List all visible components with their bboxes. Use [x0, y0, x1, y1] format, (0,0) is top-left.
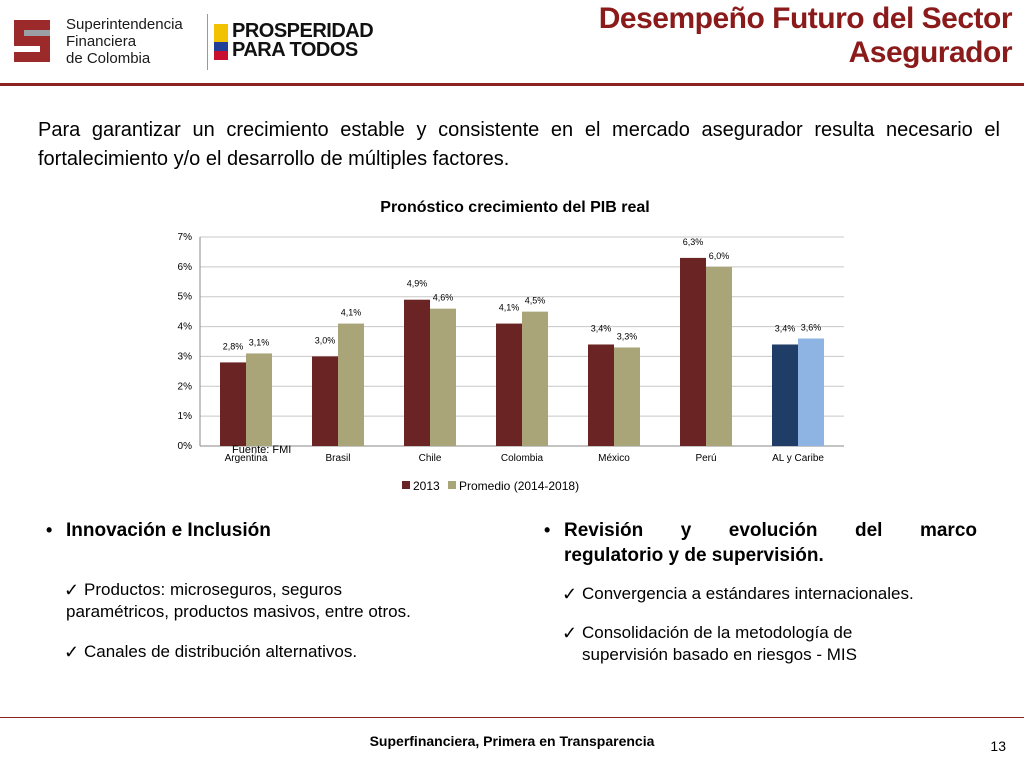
list-item-line-2: supervisión basado en riesgos - MIS — [582, 645, 857, 664]
x-tick-label: Brasil — [325, 453, 350, 464]
data-label: 4,1% — [341, 308, 362, 318]
bar-s2 — [614, 347, 640, 446]
footer-slogan: Superfinanciera, Primera en Transparenci… — [369, 733, 655, 749]
bar-s2 — [338, 323, 364, 446]
page-title: Desempeño Futuro del Sector Asegurador — [598, 2, 1013, 70]
x-tick-label: Perú — [695, 453, 716, 464]
bullets-regulation: • Revisión y evolución del marco regulat… — [540, 518, 977, 666]
legend-label-promedio: Promedio (2014-2018) — [459, 479, 579, 493]
y-tick-label: 7% — [178, 232, 193, 243]
bullet-heading-regulation: • Revisión y evolución del marco regulat… — [540, 518, 977, 568]
bar-s1 — [404, 299, 430, 446]
logo-prosperidad-line-2: PARA TODOS — [232, 39, 358, 61]
data-label: 2,8% — [223, 341, 244, 351]
logo-sfc-line-2: Financiera — [66, 33, 137, 50]
bar-s2 — [798, 338, 824, 446]
intro-paragraph: Para garantizar un crecimiento estable y… — [38, 119, 1000, 170]
list-item-line-1: Convergencia a estándares internacionale… — [582, 584, 914, 603]
list-item-line-1: Consolidación de la metodología de — [582, 623, 853, 642]
data-label: 3,6% — [801, 323, 822, 333]
page-title-line-1: Desempeño Futuro del Sector — [598, 2, 1013, 35]
page-title-line-2: Asegurador — [848, 36, 1013, 69]
data-label: 3,1% — [249, 337, 270, 347]
y-tick-label: 0% — [178, 441, 193, 452]
page-number: 13 — [990, 738, 1006, 754]
data-label: 4,1% — [499, 303, 520, 313]
data-label: 6,0% — [709, 251, 730, 261]
list-item-line-2: paramétricos, productos masivos, entre o… — [66, 602, 411, 621]
data-label: 4,6% — [433, 293, 454, 303]
y-tick-label: 4% — [178, 322, 193, 333]
y-tick-label: 2% — [178, 381, 193, 392]
list-item: ✓ Productos: microseguros, seguros param… — [42, 579, 502, 623]
checkmark-icon: ✓ — [64, 642, 80, 662]
bar-s1 — [312, 356, 338, 446]
data-label: 3,0% — [315, 335, 336, 345]
bar-s2 — [522, 311, 548, 446]
prosperidad-logo: PROSPERIDAD PARA TODOS — [214, 20, 374, 66]
list-item: ✓ Canales de distribución alternativos. — [42, 641, 502, 663]
colombia-flag-icon — [214, 24, 228, 60]
logo-sfc-line-3: de Colombia — [66, 50, 151, 67]
bullet-dot-icon: • — [544, 520, 551, 540]
list-item-line-1: Canales de distribución alternativos. — [84, 642, 358, 661]
bullet-heading-innovation: • Innovación e Inclusión — [42, 518, 502, 543]
bar-s1 — [220, 362, 246, 446]
x-tick-label: Argentina — [225, 453, 268, 464]
y-tick-label: 3% — [178, 351, 193, 362]
chart-source-note: Fuente: FMI — [232, 444, 291, 456]
bullets-innovation: • Innovación e Inclusión ✓ Productos: mi… — [42, 518, 502, 663]
list-item: ✓ Convergencia a estándares internaciona… — [540, 583, 977, 605]
y-tick-label: 5% — [178, 292, 193, 303]
legend-swatch-promedio — [448, 481, 456, 489]
bar-s1 — [680, 257, 706, 446]
checkmark-icon: ✓ — [64, 580, 80, 600]
superfinanciera-logo: Superintendencia Financiera de Colombia — [10, 14, 208, 70]
data-label: 3,4% — [775, 323, 796, 333]
data-label: 3,4% — [591, 323, 612, 333]
logo-sfc-line-1: Superintendencia — [66, 16, 183, 33]
legend-label-2013: 2013 — [413, 479, 440, 493]
data-label: 4,5% — [525, 296, 546, 306]
gdp-forecast-chart: 0% 1% 2% 3% 4% 5% 6% 7% 2,8% 3,1% Argentina 3,0% 4,1… — [178, 232, 844, 493]
bar-s2 — [246, 353, 272, 446]
bar-s1 — [588, 344, 614, 446]
bullet-heading-line-1: Revisión y evolución del marco — [564, 520, 977, 541]
x-tick-label: AL y Caribe — [772, 453, 824, 464]
header-rule — [0, 83, 1024, 86]
x-tick-label: México — [598, 453, 630, 464]
bullet-heading-text: Innovación e Inclusión — [66, 520, 271, 541]
data-label: 6,3% — [683, 237, 704, 247]
bar-s2 — [430, 308, 456, 446]
data-label: 4,9% — [407, 279, 428, 289]
list-item-line-1: Productos: microseguros, seguros — [84, 580, 342, 599]
data-label: 3,3% — [617, 331, 638, 341]
y-tick-label: 1% — [178, 411, 193, 422]
superfinanciera-emblem-icon — [14, 20, 50, 62]
x-tick-label: Chile — [419, 453, 442, 464]
logo-prosperidad-line-1: PROSPERIDAD — [232, 20, 374, 42]
list-item: ✓ Consolidación de la metodología de sup… — [540, 622, 977, 666]
bullet-dot-icon: • — [46, 520, 53, 540]
bar-s1 — [772, 344, 798, 446]
checkmark-icon: ✓ — [562, 584, 578, 604]
bullet-heading-line-2: regulatorio y de supervisión. — [564, 545, 824, 566]
x-tick-label: Colombia — [501, 453, 544, 464]
bar-s1 — [496, 323, 522, 446]
footer-rule — [0, 717, 1024, 718]
y-tick-label: 6% — [178, 262, 193, 273]
logo-divider — [207, 14, 208, 70]
checkmark-icon: ✓ — [562, 623, 578, 643]
chart-title: Pronóstico crecimiento del PIB real — [380, 199, 650, 216]
bar-s2 — [706, 266, 732, 446]
legend-swatch-2013 — [402, 481, 410, 489]
